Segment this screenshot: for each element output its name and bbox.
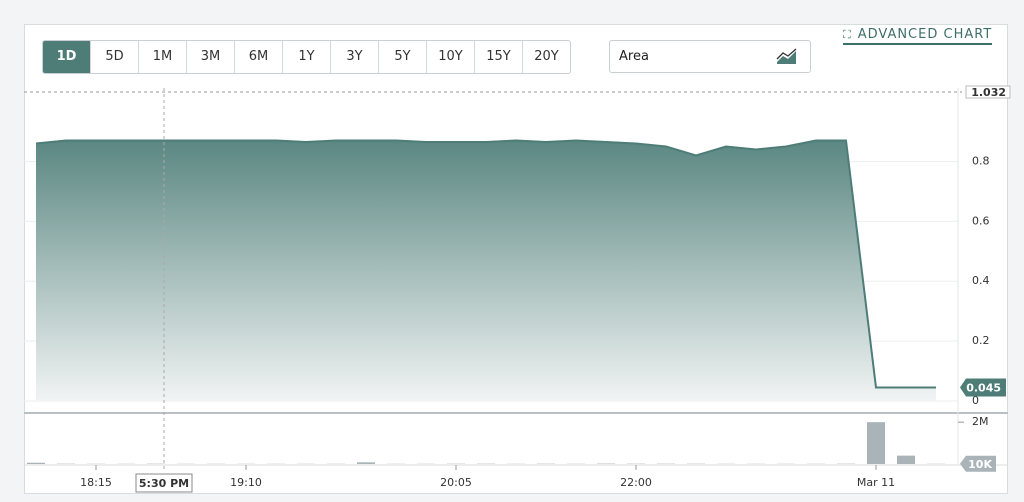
advanced-chart-text: ADVANCED CHART	[857, 27, 993, 42]
volume-badge	[960, 455, 996, 472]
x-tick-label: 18:15	[80, 476, 112, 489]
range-button[interactable]: 3Y	[331, 41, 379, 73]
range-button[interactable]: 10Y	[427, 41, 475, 73]
range-button[interactable]: 1D	[43, 41, 91, 73]
x-tick-label: Mar 11	[857, 476, 895, 489]
chart-style-dropdown[interactable]: Area	[609, 40, 811, 73]
range-button[interactable]: 1M	[139, 41, 187, 73]
range-button[interactable]: 5D	[91, 41, 139, 73]
volume-tick-label: 2M	[972, 415, 989, 428]
expand-icon: ⛶	[843, 28, 852, 41]
volume-bar	[897, 455, 915, 464]
area-fill	[36, 140, 936, 402]
y-tick-label: 0.2	[972, 334, 990, 347]
volume-bar	[867, 422, 885, 464]
range-button[interactable]: 1Y	[283, 41, 331, 73]
range-button[interactable]: 6M	[235, 41, 283, 73]
range-button[interactable]: 5Y	[379, 41, 427, 73]
price-line	[35, 139, 936, 389]
x-tick-label: 22:00	[620, 476, 652, 489]
last-value-label: 0.045	[966, 382, 1001, 395]
range-selector: 1D 5D 1M 3M 6M 1Y 3Y 5Y 10Y 15Y 20Y	[42, 40, 571, 74]
reference-label: 1.032	[971, 86, 1006, 99]
y-tick-label: 0	[972, 394, 979, 407]
x-tick-label: 20:05	[440, 476, 472, 489]
x-tick-label: 19:10	[230, 476, 262, 489]
advanced-chart-link[interactable]: ⛶ ADVANCED CHART	[843, 27, 993, 45]
chart-style-label: Area	[619, 49, 649, 64]
area-icon	[776, 48, 797, 64]
volume-bar	[27, 462, 45, 464]
range-button[interactable]: 20Y	[534, 49, 559, 64]
crosshair-badge	[135, 473, 193, 493]
y-tick-label: 0.6	[972, 214, 990, 227]
y-tick-label: 0.4	[972, 274, 990, 287]
crosshair-label: 5:30 PM	[139, 477, 189, 490]
volume-bar	[357, 462, 375, 464]
range-button[interactable]: 3M	[187, 41, 235, 73]
range-button[interactable]: 15Y	[475, 41, 523, 73]
last-value-badge	[960, 378, 1006, 397]
y-tick-label: 0.8	[972, 154, 990, 167]
volume-value-label: 10K	[968, 458, 992, 471]
reference-badge	[965, 85, 1011, 99]
